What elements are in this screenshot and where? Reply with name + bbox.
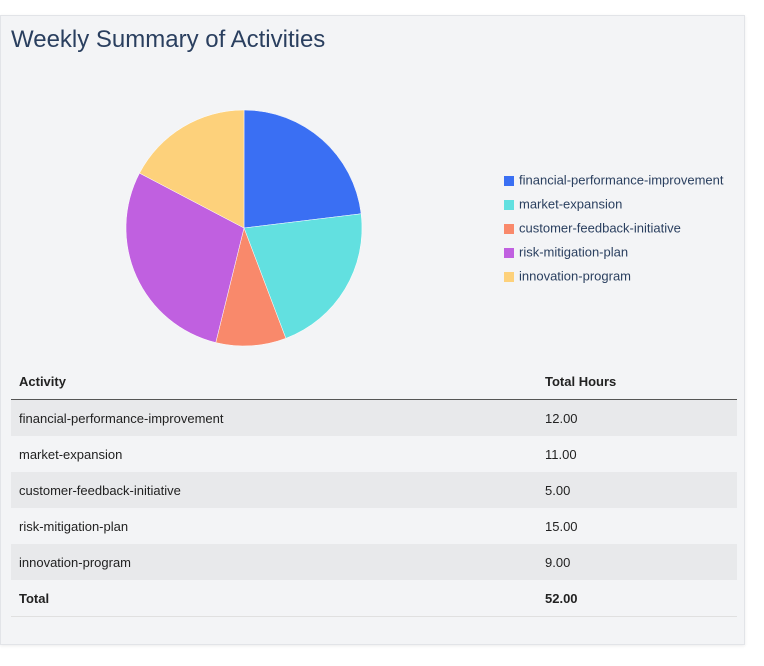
pie-slice bbox=[139, 109, 245, 229]
legend-swatch bbox=[504, 200, 514, 210]
card-title: Weekly Summary of Activities bbox=[11, 26, 326, 53]
hours-cell: 12.00 bbox=[545, 410, 578, 426]
legend-swatch bbox=[504, 272, 514, 282]
chart: financial-performance-improvement market-… bbox=[125, 109, 724, 347]
table-row: risk-mitigation-plan 15.00 bbox=[11, 508, 737, 544]
legend-swatch bbox=[504, 248, 514, 258]
legend-label: customer-feedback-initiative bbox=[519, 220, 681, 235]
total-label: Total bbox=[11, 580, 537, 617]
pie-slice bbox=[125, 172, 245, 343]
activity-cell: risk-mitigation-plan bbox=[19, 518, 129, 534]
total-value: 52.00 bbox=[537, 580, 737, 617]
pie-slice bbox=[243, 109, 362, 229]
table-row: market-expansion 11.00 bbox=[11, 436, 737, 472]
activity-cell: market-expansion bbox=[19, 446, 123, 462]
legend-label: market-expansion bbox=[519, 196, 622, 211]
table-row: financial-performance-improvement 12.00 bbox=[11, 399, 737, 436]
total-row: Total 52.00 bbox=[11, 580, 737, 617]
hours-cell: 5.00 bbox=[545, 482, 571, 498]
legend-label: financial-performance-improvement bbox=[519, 172, 724, 187]
activity-cell: innovation-program bbox=[19, 554, 132, 570]
activity-cell: financial-performance-improvement bbox=[19, 410, 224, 426]
table-body: financial-performance-improvement 12.00 ma… bbox=[11, 399, 737, 580]
legend-label: innovation-program bbox=[519, 268, 631, 283]
header-cell: Activity bbox=[11, 364, 537, 400]
activity-cell: customer-feedback-initiative bbox=[19, 482, 181, 498]
legend-swatch bbox=[504, 224, 514, 234]
legend-label: risk-mitigation-plan bbox=[519, 244, 628, 259]
table-row: customer-feedback-initiative 5.00 bbox=[11, 472, 737, 508]
legend-swatch bbox=[504, 176, 514, 186]
table-header: Activity Total Hours bbox=[11, 364, 737, 400]
card: Weekly Summary of Activities financial-p… bbox=[0, 15, 745, 645]
hours-cell: 9.00 bbox=[545, 554, 571, 570]
hours-cell: 11.00 bbox=[545, 446, 577, 462]
hours-cell: 15.00 bbox=[545, 518, 578, 534]
summary-table: Activity Total Hours financial-performan… bbox=[11, 364, 737, 617]
pie-slice bbox=[243, 213, 363, 339]
table-row: innovation-program 9.00 bbox=[11, 544, 737, 580]
header-cell: Total Hours bbox=[537, 364, 737, 400]
